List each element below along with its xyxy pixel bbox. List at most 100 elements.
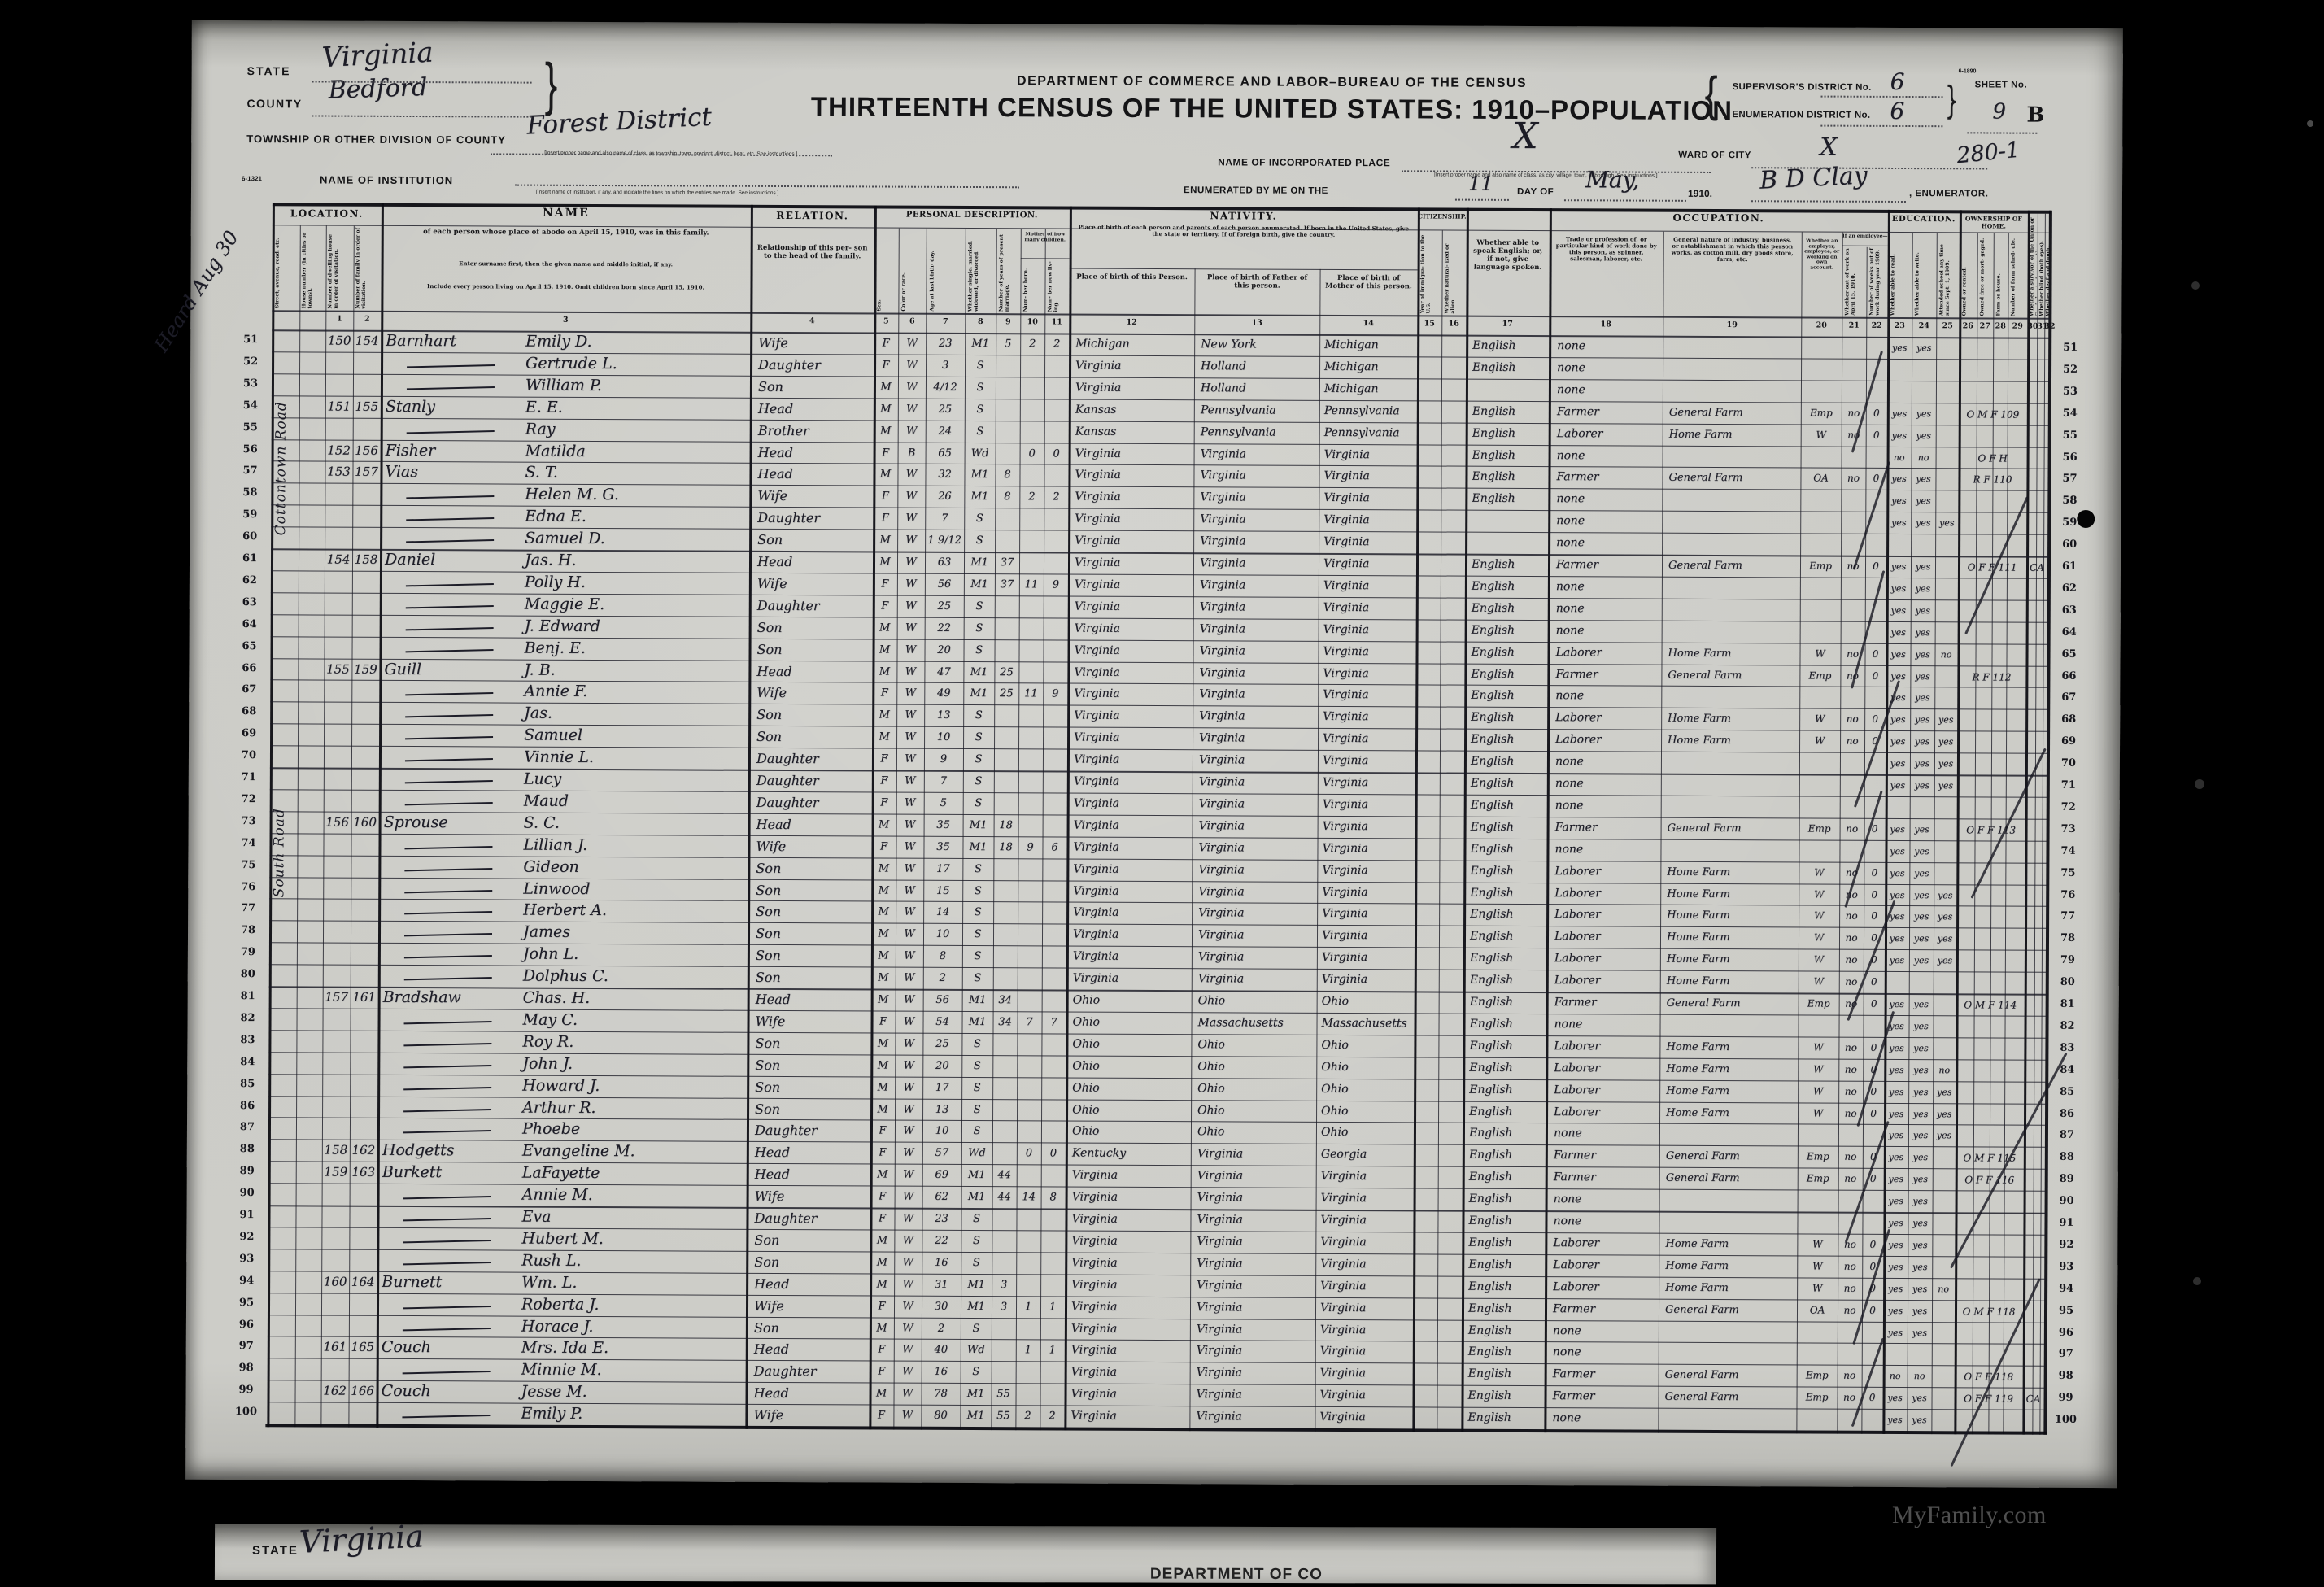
cell-wr: yes <box>1914 736 1930 748</box>
cell-en: English <box>1471 732 1515 747</box>
cell-fm <box>351 681 379 701</box>
cell-en: English <box>1468 1236 1512 1249</box>
row-number-left: 86 <box>240 1099 255 1112</box>
cell-surname: Burnett <box>382 1272 443 1291</box>
cell-lv <box>1044 509 1068 530</box>
column-number: 2 <box>364 314 370 324</box>
column-number: 30 <box>2027 321 2038 331</box>
row-number-right: 70 <box>2060 756 2077 770</box>
ditto-mark <box>405 736 494 740</box>
cell-rel: Son <box>755 969 781 986</box>
cell-bp: Virginia <box>1075 512 1121 525</box>
grid-line-v <box>294 225 301 1428</box>
cell-yr <box>996 443 1020 464</box>
cell-wr: yes <box>1912 1393 1927 1404</box>
cell-oc: Farmer <box>1553 1149 1596 1162</box>
cell-fm <box>351 725 379 745</box>
cell-em: W <box>1815 647 1825 660</box>
cell-wr: yes <box>1914 889 1929 900</box>
cell-oc: Farmer <box>1554 996 1597 1009</box>
cell-ind <box>1665 1343 1797 1364</box>
cell-yr <box>996 355 1020 376</box>
cell-bp: Virginia <box>1072 927 1119 942</box>
cell-ind: Home Farm <box>1666 974 1730 988</box>
cell-oc: none <box>1556 382 1585 397</box>
cell-oc: Laborer <box>1553 1280 1599 1294</box>
cell-yr <box>995 618 1019 639</box>
row-number-right: 82 <box>2060 1019 2075 1032</box>
cell-oc: none <box>1552 1323 1581 1337</box>
row-number-right: 67 <box>2061 691 2077 704</box>
cell-bf: Ohio <box>1197 1103 1225 1117</box>
column-header: of each person whose place of abode on A… <box>423 228 709 238</box>
cell-given-name: James <box>522 922 571 942</box>
cell-fm <box>351 703 379 723</box>
row-number-right: 51 <box>2063 341 2078 354</box>
cell-fm <box>351 856 378 876</box>
cell-ow <box>1838 1016 1863 1036</box>
cell-bp: Virginia <box>1074 621 1121 635</box>
row-number-right: 89 <box>2059 1173 2074 1186</box>
cell-home-ownership: O M F 114 <box>1964 999 2017 1011</box>
cell-bp: Ohio <box>1072 1059 1100 1073</box>
cell-fm: 163 <box>351 1164 376 1180</box>
cell-bf: Virginia <box>1197 1213 1243 1227</box>
cell-ow: no <box>1844 1085 1857 1097</box>
cell-dw <box>325 484 352 504</box>
cell-dw <box>323 834 351 854</box>
cell-dw <box>323 966 351 986</box>
cell-surname: Couch <box>381 1338 431 1357</box>
column-header: General nature of industry, business, or… <box>1671 236 1794 264</box>
cell-ind: General Farm <box>1664 1369 1739 1382</box>
cell-yr: 34 <box>998 994 1012 1007</box>
cell-cl: W <box>905 687 917 700</box>
cell-em: W <box>1813 931 1825 944</box>
cell-bp: Virginia <box>1075 359 1122 373</box>
cell-bp: Virginia <box>1071 1256 1118 1270</box>
cell-ind <box>1667 839 1799 861</box>
cell-lv: 2 <box>1053 490 1060 504</box>
cell-fm <box>350 1031 377 1051</box>
column-header-vertical: Whether single, married, widowed, or div… <box>967 240 980 312</box>
ditto-mark <box>404 889 493 893</box>
column-number: 28 <box>1995 321 2006 331</box>
row-number-left: 51 <box>243 334 259 347</box>
cell-ind: General Farm <box>1668 406 1743 419</box>
row-number-left: 81 <box>240 990 255 1003</box>
column-header: Include every person living on April 15,… <box>427 282 704 291</box>
cell-cb <box>1018 881 1042 901</box>
cell-bm: Virginia <box>1323 688 1369 702</box>
cell-bm: Virginia <box>1320 1191 1367 1206</box>
cell-rel: Son <box>756 641 783 657</box>
cell-en <box>1472 533 1548 553</box>
cell-ind <box>1666 1190 1798 1211</box>
cell-sc <box>1936 447 1959 468</box>
cell-lv <box>1042 968 1066 988</box>
cell-dw <box>325 374 353 395</box>
row-number-right: 79 <box>2060 954 2075 967</box>
cell-wr: yes <box>1915 582 1931 595</box>
cell-oc: none <box>1555 580 1585 594</box>
cell-surname: Vias <box>385 463 419 482</box>
column-number: 8 <box>977 317 983 327</box>
dotted-rule <box>1967 132 2038 134</box>
column-header: PERSONAL DESCRIPTION. <box>905 210 1038 220</box>
cell-em: Emp <box>1808 669 1832 682</box>
cell-oc: Farmer <box>1556 404 1599 419</box>
dotted-rule <box>312 115 532 118</box>
cell-mr: M1 <box>966 1388 985 1401</box>
column-number: 26 <box>1962 321 1973 331</box>
cell-ag: 13 <box>936 709 951 722</box>
cell-cb <box>1018 793 1043 813</box>
cell-em <box>1797 1322 1838 1342</box>
cell-bm: Michigan <box>1324 360 1379 374</box>
cell-yr <box>992 1143 1017 1163</box>
cell-bf: Virginia <box>1197 1169 1244 1183</box>
cell-dw <box>325 352 353 373</box>
cell-ag: 65 <box>938 447 952 460</box>
cell-rd: yes <box>1890 758 1906 770</box>
cell-sc <box>1933 1191 1956 1211</box>
cell-yr <box>992 1209 1016 1229</box>
cell-fm <box>350 1075 377 1095</box>
cell-fm: 155 <box>355 399 379 414</box>
